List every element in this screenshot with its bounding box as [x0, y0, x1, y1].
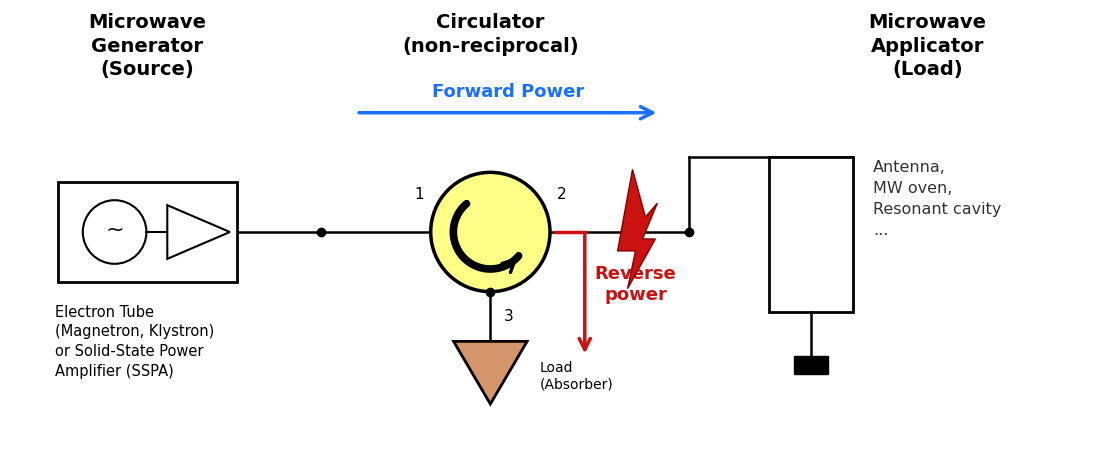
Text: Electron Tube
(Magnetron, Klystron)
or Solid-State Power
Amplifier (SSPA): Electron Tube (Magnetron, Klystron) or S… — [55, 304, 214, 379]
Text: 1: 1 — [414, 187, 423, 202]
Polygon shape — [167, 205, 230, 259]
Text: Microwave
Generator
(Source): Microwave Generator (Source) — [88, 14, 207, 79]
Text: Load
(Absorber): Load (Absorber) — [540, 361, 614, 391]
Text: 3: 3 — [503, 309, 513, 324]
Bar — [793, 356, 829, 374]
Circle shape — [431, 172, 550, 292]
Text: 2: 2 — [557, 187, 567, 202]
Bar — [58, 182, 237, 282]
Bar — [768, 157, 853, 311]
Circle shape — [82, 200, 146, 264]
Text: Circulator
(non-reciprocal): Circulator (non-reciprocal) — [402, 14, 579, 56]
Text: Microwave
Applicator
(Load): Microwave Applicator (Load) — [868, 14, 987, 79]
Text: Reverse
power: Reverse power — [595, 265, 677, 304]
Polygon shape — [454, 341, 528, 404]
Text: Forward Power: Forward Power — [432, 83, 584, 101]
Polygon shape — [618, 170, 657, 289]
Text: ~: ~ — [106, 220, 124, 240]
Text: Antenna,
MW oven,
Resonant cavity
...: Antenna, MW oven, Resonant cavity ... — [873, 160, 1001, 238]
